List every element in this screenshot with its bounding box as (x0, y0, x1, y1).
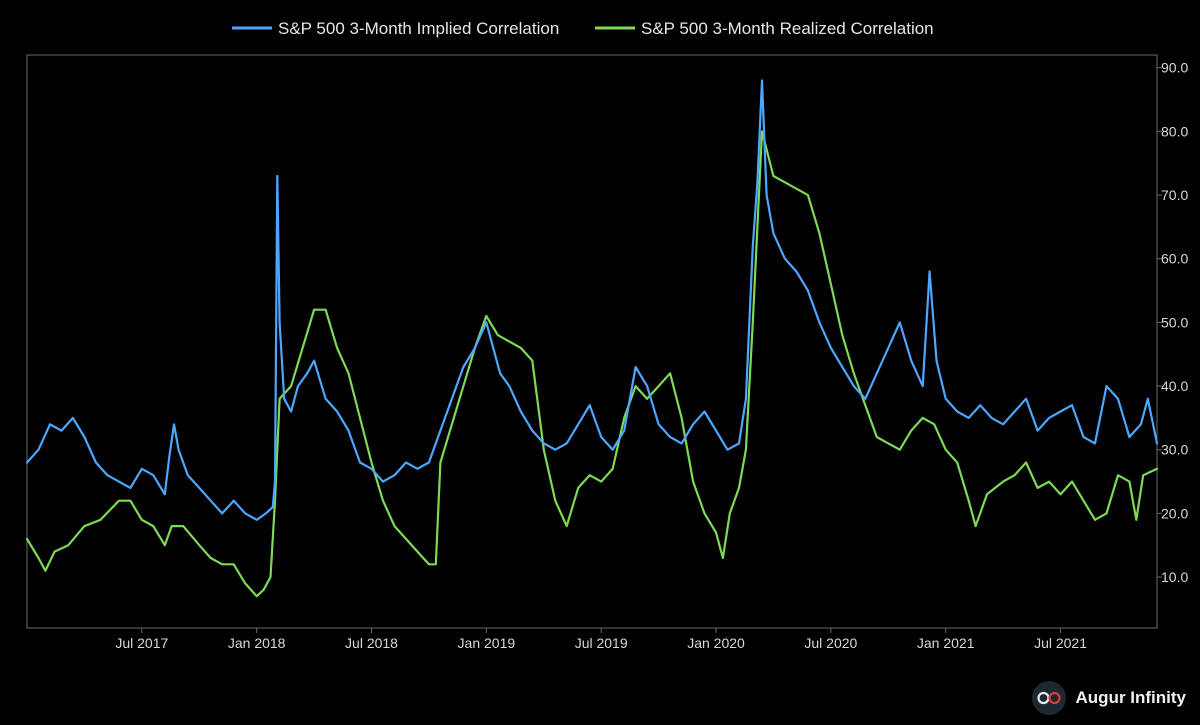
infinity-icon (1031, 681, 1066, 715)
x-tick-label: Jul 2020 (804, 635, 857, 651)
y-tick-label: 70.0 (1161, 187, 1188, 203)
y-tick-label: 30.0 (1161, 442, 1188, 458)
y-tick-label: 60.0 (1161, 251, 1188, 267)
y-axis: 10.0 20.0 30.0 40.0 50.0 60.0 70.0 80.0 90.0 (1157, 60, 1188, 585)
brand-watermark: Augur Infinity (1031, 681, 1186, 715)
legend: S&P 500 3-Month Implied Correlation S&P 5… (232, 19, 934, 38)
legend-label-2: S&P 500 3-Month Realized Correlation (641, 19, 934, 38)
x-tick-label: Jan 2020 (687, 635, 745, 651)
x-tick-label: Jan 2019 (458, 635, 516, 651)
series-implied-correlation-line (25, 79, 1159, 521)
series-realized-correlation-line (25, 130, 1159, 598)
x-tick-label: Jul 2019 (575, 635, 628, 651)
y-tick-label: 10.0 (1161, 569, 1188, 585)
x-tick-label: Jul 2021 (1034, 635, 1087, 651)
brand-name: Augur Infinity (1075, 688, 1186, 707)
plot-frame (26, 54, 1158, 629)
x-tick-label: Jul 2017 (115, 635, 168, 651)
x-axis: Jul 2017 Jan 2018 Jul 2018 Jan 2019 Jul 2019… (115, 628, 1087, 651)
x-tick-label: Jan 2018 (228, 635, 286, 651)
series-layer (25, 79, 1159, 598)
y-tick-label: 20.0 (1161, 505, 1188, 521)
y-tick-label: 40.0 (1161, 378, 1188, 394)
y-tick-label: 80.0 (1161, 123, 1188, 139)
legend-label-1: S&P 500 3-Month Implied Correlation (278, 19, 559, 38)
x-tick-label: Jul 2018 (345, 635, 398, 651)
x-tick-label: Jan 2021 (917, 635, 975, 651)
y-tick-label: 90.0 (1161, 60, 1188, 76)
y-tick-label: 50.0 (1161, 314, 1188, 330)
